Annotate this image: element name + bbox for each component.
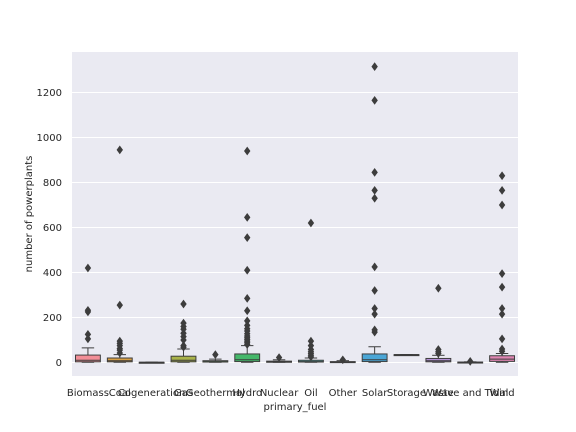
- outlier-point: [467, 357, 474, 366]
- box-coal: [106, 145, 133, 363]
- box-storage: [393, 354, 420, 357]
- x-tick-label: Coal: [109, 388, 131, 399]
- y-tick-label: 0: [56, 358, 62, 369]
- box-body: [234, 353, 261, 363]
- x-tick-label: Wave and Tidal: [432, 388, 508, 399]
- y-tick-label: 1000: [37, 133, 62, 144]
- outlier-point: [498, 269, 506, 278]
- outlier-point: [371, 96, 378, 105]
- outlier-point: [244, 306, 251, 316]
- x-tick-label: Waste: [423, 388, 454, 399]
- y-tick-label: 200: [43, 313, 62, 324]
- box-body: [106, 357, 133, 363]
- outlier-point: [371, 325, 378, 335]
- box-gas: [170, 299, 197, 363]
- outlier-point: [371, 262, 378, 272]
- outlier-point: [498, 186, 506, 195]
- outlier-point: [244, 321, 251, 330]
- outlier-point: [371, 286, 378, 295]
- outlier-point: [84, 334, 92, 344]
- x-tick-label: Geothermal: [186, 388, 245, 399]
- outlier-point: [498, 309, 506, 319]
- outlier-point: [244, 146, 251, 156]
- outlier-point: [371, 304, 378, 313]
- outlier-point: [307, 341, 315, 350]
- x-tick-label: Other: [329, 388, 358, 399]
- box-body: [425, 357, 452, 363]
- outlier-point: [212, 350, 219, 359]
- outlier-point: [84, 305, 92, 315]
- outlier-point: [371, 62, 378, 71]
- outlier-point: [435, 345, 442, 354]
- y-tick-labels: 0 200 400 600 800 1000 1200: [37, 88, 62, 369]
- box-cogeneration: [138, 361, 165, 364]
- outlier-point: [244, 233, 251, 242]
- y-axis-label: number of powerplants: [24, 156, 35, 273]
- outlier-point: [498, 344, 506, 354]
- box-body: [489, 355, 515, 362]
- outlier-point: [244, 294, 251, 303]
- outlier-point: [371, 186, 378, 195]
- x-tick-label: Nuclear: [260, 388, 299, 399]
- outlier-point: [244, 316, 251, 326]
- outlier-point: [116, 145, 123, 155]
- x-tick-label: Wind: [490, 388, 515, 399]
- x-tick-label: Hydro: [232, 388, 262, 399]
- box-body: [361, 353, 388, 363]
- outlier-point: [371, 309, 378, 319]
- outlier-point: [435, 283, 442, 293]
- outlier-point: [371, 168, 378, 177]
- y-tick-label: 800: [43, 178, 62, 189]
- box-body: [75, 354, 101, 363]
- x-tick-label: Cogeneration: [118, 388, 186, 399]
- y-tick-label: 400: [43, 268, 62, 279]
- box-biomass: [75, 263, 101, 363]
- outlier-point: [498, 334, 506, 344]
- y-tick-label: 600: [43, 223, 62, 234]
- outlier-point: [244, 213, 251, 222]
- x-tick-label: Biomass: [67, 388, 109, 399]
- y-tick-label: 1200: [37, 88, 62, 99]
- boxes: [75, 62, 515, 366]
- box-solar: [361, 62, 388, 363]
- outlier-point: [84, 263, 92, 273]
- box-wave-and-tidal: [457, 357, 484, 366]
- x-tick-label: Solar: [362, 388, 388, 399]
- outlier-point: [244, 265, 251, 275]
- outlier-point: [498, 171, 506, 181]
- box-wind: [489, 171, 515, 363]
- outlier-point: [307, 336, 315, 346]
- outlier-point: [498, 200, 506, 210]
- outlier-point: [498, 282, 506, 292]
- box-geothermal: [202, 350, 229, 363]
- x-tick-label: Gas: [174, 388, 193, 399]
- outlier-point: [371, 193, 378, 203]
- outlier-point: [180, 299, 187, 309]
- outlier-point: [498, 304, 506, 313]
- x-axis-label: primary_fuel: [264, 402, 327, 413]
- box-other: [329, 355, 356, 365]
- outlier-point: [180, 318, 187, 328]
- outlier-point: [339, 355, 346, 365]
- box-nuclear: [266, 353, 292, 363]
- box-waste: [425, 283, 452, 363]
- x-tick-labels: Biomass CoalCogenerationGasGeothermalHydr…: [67, 388, 515, 399]
- box-body: [170, 355, 197, 363]
- outlier-point: [116, 300, 123, 310]
- x-tick-label: Oil: [304, 388, 317, 399]
- plot-area: [72, 52, 518, 376]
- grid: [72, 92, 518, 363]
- box-hydro: [234, 146, 261, 363]
- outlier-point: [180, 341, 187, 350]
- x-tick-label: Storage: [387, 388, 426, 399]
- outlier-point: [307, 218, 315, 228]
- box-oil: [298, 218, 324, 363]
- outlier-point: [275, 353, 283, 362]
- outlier-point: [84, 330, 92, 339]
- outlier-point: [116, 336, 123, 346]
